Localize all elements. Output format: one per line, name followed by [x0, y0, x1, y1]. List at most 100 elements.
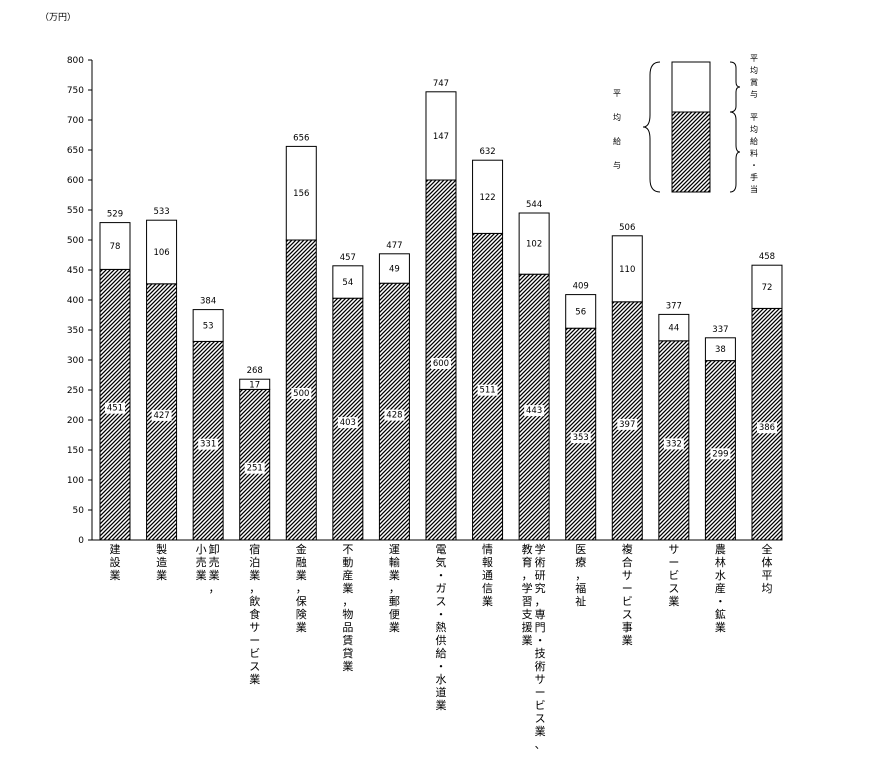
total-value-label: 384 — [200, 297, 216, 307]
salary-label-bg — [337, 417, 358, 429]
bonus-value-label: 53 — [203, 322, 214, 332]
salary-label-bg — [663, 438, 684, 450]
salary-label-bg — [244, 462, 265, 474]
salary-value-label: 451 — [107, 404, 123, 414]
y-tick-label: 350 — [67, 326, 84, 336]
legend-bonus-swatch — [671, 61, 711, 113]
category-label: 宿泊業，飲食サービス業 — [249, 542, 260, 686]
bonus-value-label: 54 — [342, 278, 353, 288]
bar-bonus — [378, 253, 410, 284]
category-label: 建設業 — [110, 542, 121, 582]
category-label: 教育，学習支援業 — [522, 543, 533, 647]
bar-bonus — [192, 309, 224, 342]
y-tick-label: 50 — [73, 506, 85, 516]
total-value-label: 457 — [340, 253, 356, 263]
total-value-label: 747 — [433, 79, 449, 89]
salary-value-label: 299 — [712, 449, 728, 459]
salary-value-label: 332 — [666, 439, 682, 449]
category-label: 電気・ガス・熱供給・水道業 — [435, 543, 446, 712]
salary-value-label: 331 — [200, 440, 216, 450]
salary-label-bg — [430, 358, 451, 369]
salary-value-label: 403 — [340, 418, 356, 428]
salary-value-label: 251 — [247, 464, 263, 474]
total-value-label: 632 — [479, 147, 495, 157]
bar-bonus — [751, 264, 783, 309]
y-tick-label: 800 — [67, 56, 84, 66]
bar-bonus — [565, 294, 597, 329]
salary-label-bg — [384, 409, 405, 421]
category-label: サービス業 — [668, 543, 679, 608]
bar-bonus — [99, 222, 131, 270]
y-tick-label: 500 — [67, 236, 84, 246]
y-tick-label: 750 — [67, 86, 84, 96]
bar-bonus — [239, 378, 271, 390]
bonus-value-label: 156 — [293, 189, 309, 199]
y-unit-label: （万円） — [40, 13, 77, 23]
bonus-value-label: 110 — [619, 265, 635, 275]
y-tick-label: 550 — [67, 206, 84, 216]
y-tick-label: 150 — [67, 446, 84, 456]
legend-bonus-label: 平均賞与 — [750, 54, 758, 99]
salary-label-bg — [524, 405, 545, 417]
bar-bonus — [658, 313, 690, 342]
legend-left-brace — [642, 61, 661, 193]
category-label: 卸売業， — [209, 542, 220, 595]
y-tick-label: 650 — [67, 146, 84, 156]
category-label: 金融業，保険業 — [296, 542, 307, 634]
salary-value-label: 443 — [526, 406, 542, 416]
salary-value-label: 511 — [479, 386, 495, 396]
category-label: 学術研究，専門・技術サービス業、 — [535, 542, 546, 751]
bonus-value-label: 38 — [715, 345, 726, 355]
bar-bonus — [518, 212, 550, 275]
total-value-label: 529 — [107, 210, 123, 220]
bonus-value-label: 56 — [575, 307, 586, 317]
salary-label-bg — [477, 384, 498, 396]
total-value-label: 268 — [247, 366, 263, 376]
bonus-value-label: 102 — [526, 240, 542, 250]
salary-value-label: 353 — [573, 433, 589, 443]
total-value-label: 458 — [759, 252, 775, 262]
bonus-value-label: 17 — [249, 380, 260, 390]
category-label: 複合サービス事業 — [622, 542, 633, 647]
y-tick-label: 250 — [67, 386, 84, 396]
category-label: 製造業 — [156, 542, 167, 582]
salary-label-bg — [710, 448, 731, 460]
bonus-value-label: 44 — [668, 324, 679, 334]
salary-label-bg — [617, 418, 638, 430]
total-value-label: 337 — [712, 325, 728, 335]
y-tick-label: 700 — [67, 116, 84, 126]
y-tick-label: 450 — [67, 266, 84, 276]
category-label: 不動産業，物品賃貸業 — [342, 543, 353, 673]
bar-bonus — [472, 159, 504, 234]
legend-salary-label: 平均給料・手当 — [750, 113, 758, 194]
y-tick-label: 200 — [67, 416, 84, 426]
y-tick-label: 600 — [67, 176, 84, 186]
legend-bonus-brace — [729, 61, 741, 113]
salary-value-label: 427 — [153, 411, 169, 421]
category-label: 医療，福祉 — [575, 543, 586, 608]
bonus-value-label: 78 — [110, 242, 121, 252]
legend-salary-brace — [729, 111, 741, 193]
category-label: 情報通信業 — [482, 543, 493, 608]
bonus-value-label: 106 — [153, 248, 169, 258]
y-tick-label: 0 — [78, 536, 84, 546]
salary-value-label: 600 — [433, 359, 449, 369]
bar-bonus — [611, 235, 643, 303]
bonus-value-label: 72 — [762, 283, 773, 293]
category-label: 農林水産・鉱業 — [715, 542, 726, 634]
salary-value-label: 397 — [619, 420, 635, 430]
salary-value-label: 386 — [759, 423, 775, 433]
salary-value-label: 500 — [293, 389, 309, 399]
category-label: 全体平均 — [761, 542, 772, 595]
bar-bonus — [146, 219, 178, 285]
total-value-label: 656 — [293, 133, 309, 143]
bar-bonus — [285, 145, 317, 241]
category-label: 小売業 — [196, 543, 207, 582]
salary-value-label: 428 — [386, 411, 402, 421]
bonus-value-label: 49 — [389, 265, 400, 275]
salary-label-bg — [570, 432, 591, 444]
total-value-label: 409 — [573, 282, 589, 292]
category-label: 運輸業，郵便業 — [389, 543, 400, 634]
